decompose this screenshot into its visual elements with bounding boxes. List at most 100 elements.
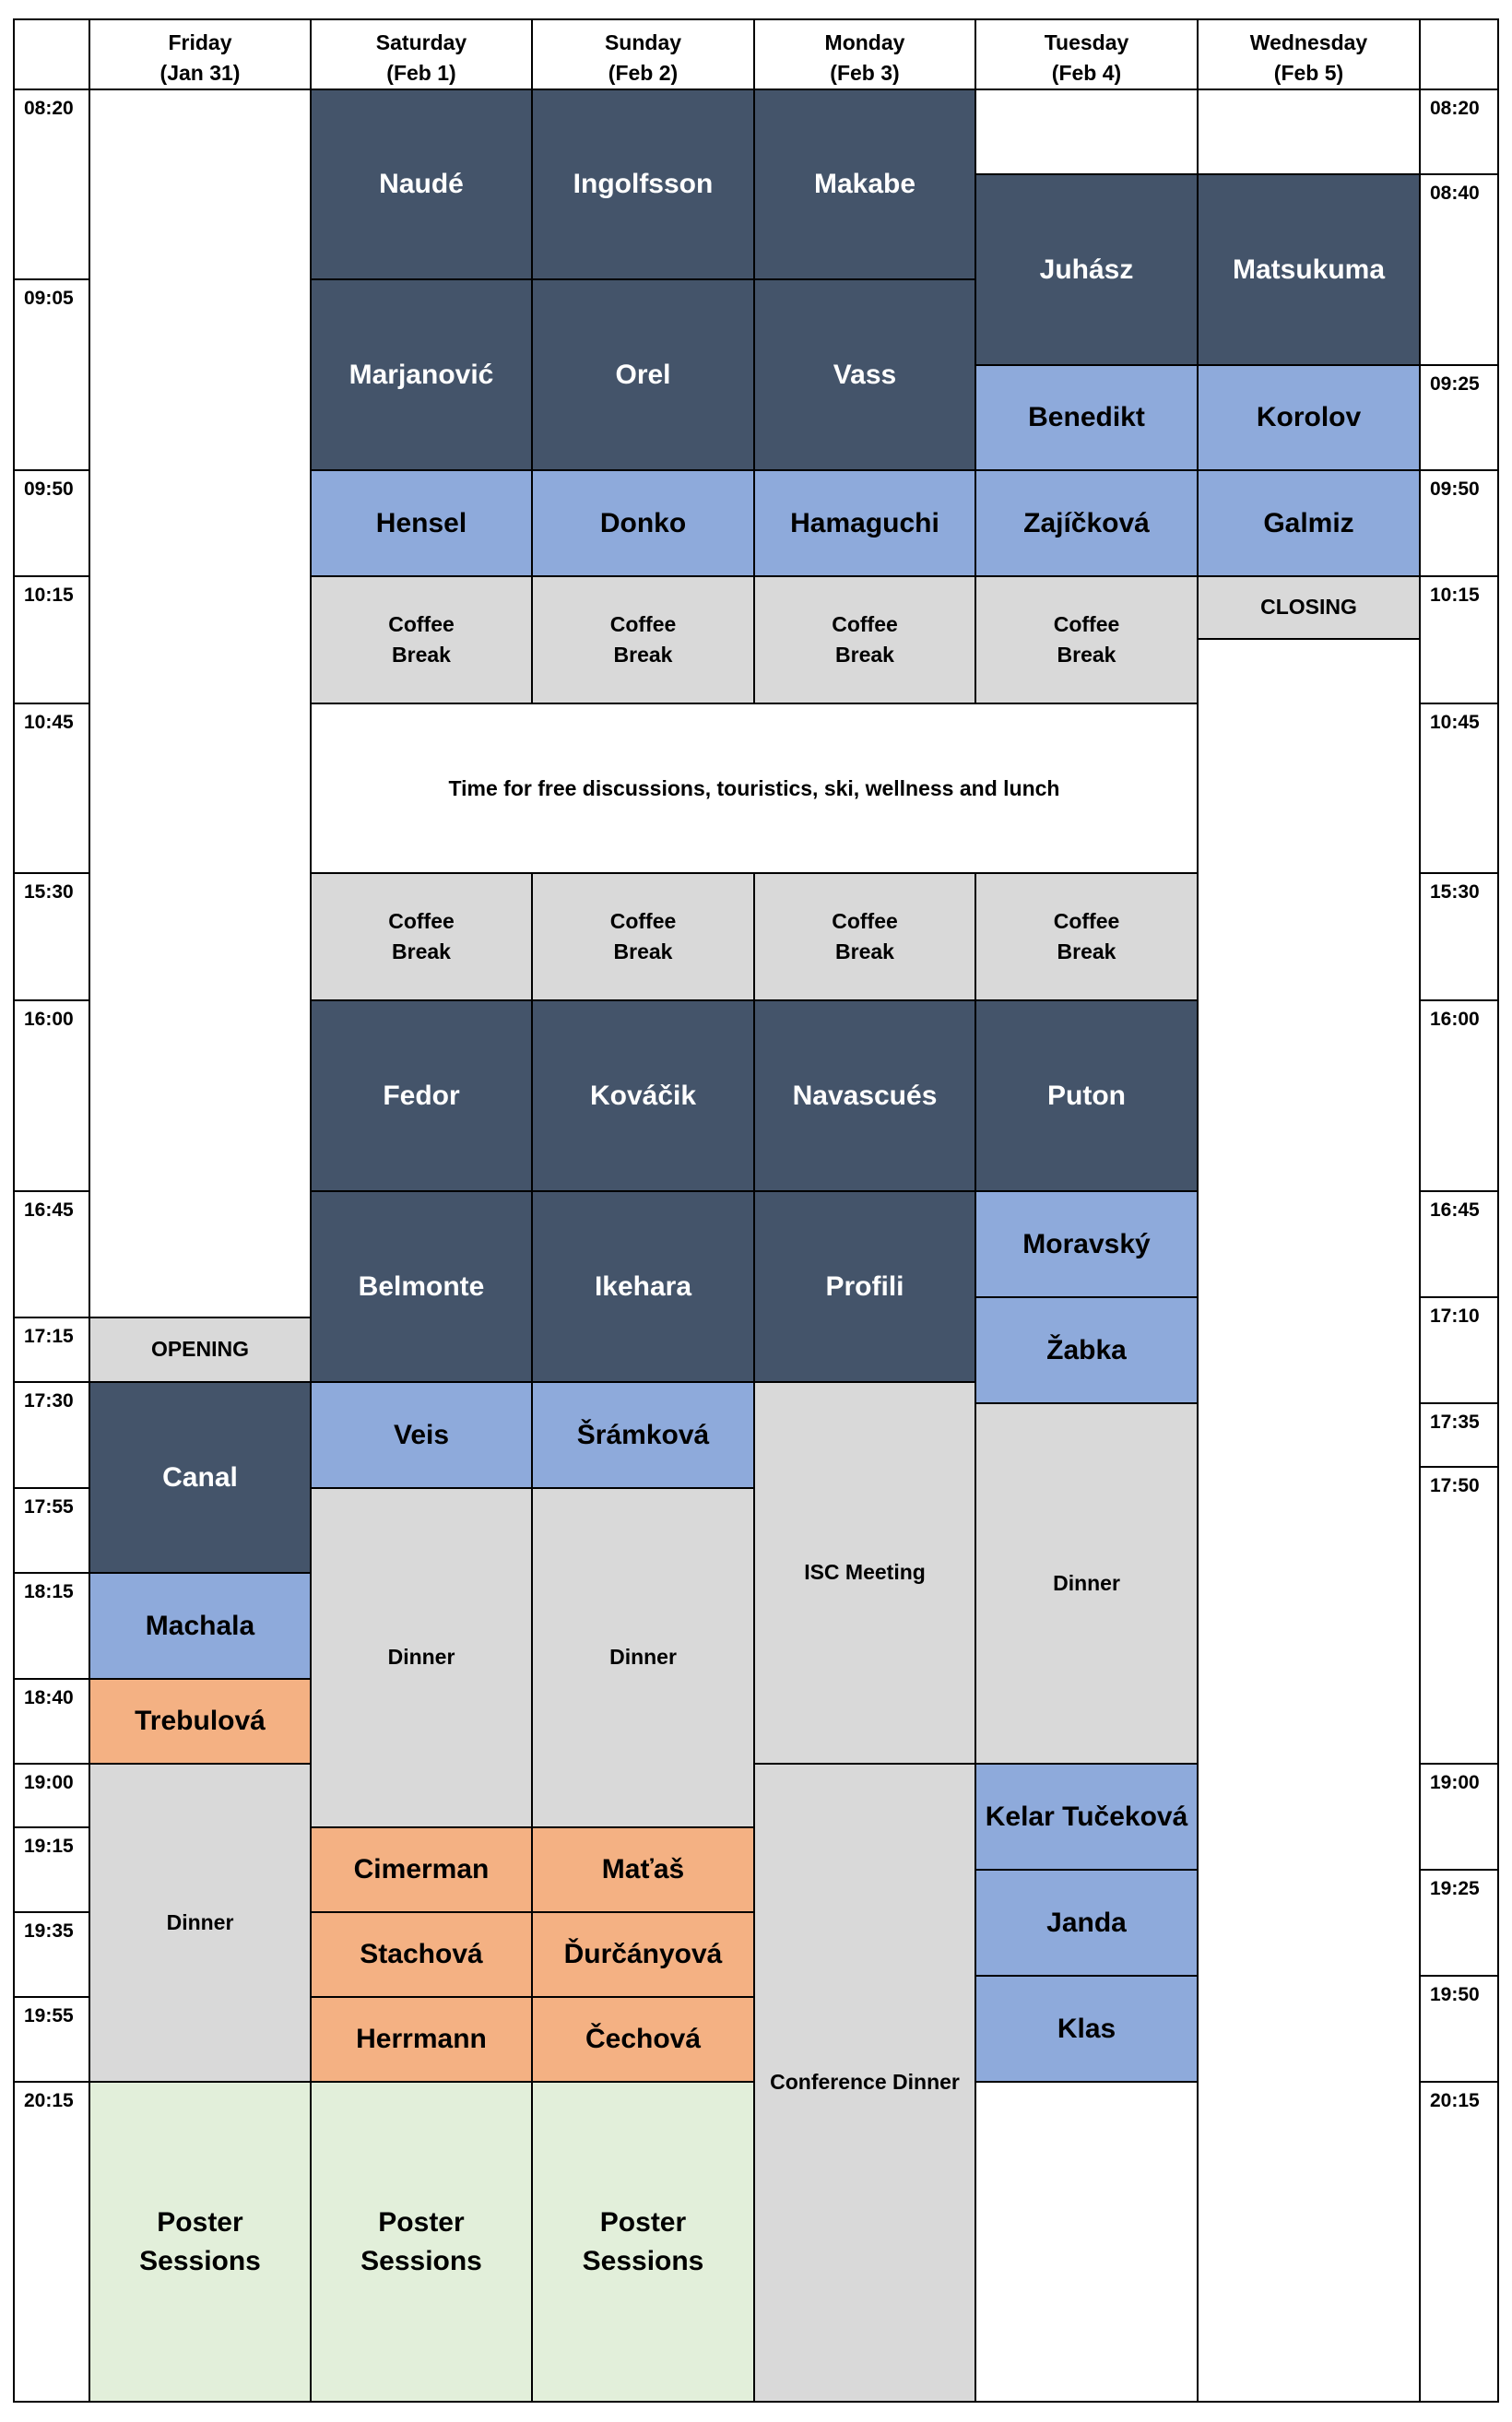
right-time-slot: 19:00 bbox=[1419, 1763, 1499, 1871]
left-time-slot: 17:30 bbox=[13, 1381, 90, 1489]
day-name: Tuesday bbox=[1044, 30, 1129, 54]
event-cechova: Čechová bbox=[531, 1996, 755, 2083]
event-puton: Puton bbox=[975, 999, 1199, 1192]
day-header-wednesday: Wednesday (Feb 5) bbox=[1197, 18, 1421, 90]
event-dinner: Dinner bbox=[975, 1402, 1199, 1765]
left-time-slot: 10:45 bbox=[13, 703, 90, 874]
right-time-slot: 10:15 bbox=[1419, 575, 1499, 704]
event-janda: Janda bbox=[975, 1869, 1199, 1977]
event-moravsky: Moravský bbox=[975, 1190, 1199, 1298]
event-poster-sessions: Poster Sessions bbox=[310, 2081, 533, 2403]
event-ikehara: Ikehara bbox=[531, 1190, 755, 1383]
event-zabka: Žabka bbox=[975, 1296, 1199, 1404]
event-vass: Vass bbox=[753, 278, 976, 471]
event-coffee-break: Coffee Break bbox=[975, 575, 1199, 704]
empty-slot-tuesday-evening bbox=[975, 2081, 1199, 2403]
event-hamaguchi: Hamaguchi bbox=[753, 469, 976, 577]
event-machala: Machala bbox=[89, 1572, 312, 1680]
left-time-slot: 19:55 bbox=[13, 1996, 90, 2083]
day-date: (Feb 3) bbox=[830, 61, 900, 86]
day-date: (Feb 2) bbox=[608, 61, 679, 86]
left-time-slot: 18:40 bbox=[13, 1678, 90, 1765]
left-time-slot: 09:50 bbox=[13, 469, 90, 577]
event-coffee-break: Coffee Break bbox=[310, 575, 533, 704]
event-matsukuma: Matsukuma bbox=[1197, 173, 1421, 366]
left-time-slot: 17:15 bbox=[13, 1317, 90, 1383]
event-sramkova: Šrámková bbox=[531, 1381, 755, 1489]
right-time-slot: 09:25 bbox=[1419, 364, 1499, 471]
left-time-slot: 16:45 bbox=[13, 1190, 90, 1318]
right-time-slot: 17:50 bbox=[1419, 1466, 1499, 1765]
event-klas: Klas bbox=[975, 1975, 1199, 2083]
right-time-slot: 16:45 bbox=[1419, 1190, 1499, 1298]
event-opening: OPENING bbox=[89, 1317, 312, 1383]
empty-slot-tuesday-early bbox=[975, 89, 1199, 175]
right-time-slot: 15:30 bbox=[1419, 872, 1499, 1001]
event-juhasz: Juhász bbox=[975, 173, 1199, 366]
day-header-friday: Friday (Jan 31) bbox=[89, 18, 312, 90]
day-date: (Feb 5) bbox=[1273, 61, 1344, 86]
event-belmonte: Belmonte bbox=[310, 1190, 533, 1383]
left-time-slot: 17:55 bbox=[13, 1487, 90, 1574]
event-donko: Donko bbox=[531, 469, 755, 577]
event-coffee-break: Coffee Break bbox=[310, 872, 533, 1001]
event-trebulova: Trebulová bbox=[89, 1678, 312, 1765]
day-header-sunday: Sunday (Feb 2) bbox=[531, 18, 755, 90]
left-time-slot: 10:15 bbox=[13, 575, 90, 704]
event-coffee-break: Coffee Break bbox=[531, 872, 755, 1001]
right-time-slot: 20:15 bbox=[1419, 2081, 1499, 2403]
day-name: Monday bbox=[824, 30, 905, 54]
left-time-slot: 18:15 bbox=[13, 1572, 90, 1680]
right-time-slot: 19:25 bbox=[1419, 1869, 1499, 1977]
event-naude: Naudé bbox=[310, 89, 533, 280]
day-header-monday: Monday (Feb 3) bbox=[753, 18, 976, 90]
event-marjanovic: Marjanović bbox=[310, 278, 533, 471]
event-coffee-break: Coffee Break bbox=[753, 872, 976, 1001]
right-time-slot: 09:50 bbox=[1419, 469, 1499, 577]
left-time-slot: 20:15 bbox=[13, 2081, 90, 2403]
event-orel: Orel bbox=[531, 278, 755, 471]
day-date: (Feb 1) bbox=[386, 61, 456, 86]
event-durcanyova: Ďurčányová bbox=[531, 1911, 755, 1998]
event-isc-meeting: ISC Meeting bbox=[753, 1381, 976, 1765]
left-time-slot: 19:15 bbox=[13, 1826, 90, 1913]
day-name: Wednesday bbox=[1249, 30, 1368, 54]
day-date: (Jan 31) bbox=[159, 61, 241, 86]
event-zajickova: Zajíčková bbox=[975, 469, 1199, 577]
day-date: (Feb 4) bbox=[1051, 61, 1122, 86]
event-fedor: Fedor bbox=[310, 999, 533, 1192]
event-poster-sessions: Poster Sessions bbox=[531, 2081, 755, 2403]
event-cimerman: Cimerman bbox=[310, 1826, 533, 1913]
right-time-slot: 08:40 bbox=[1419, 173, 1499, 366]
event-makabe: Makabe bbox=[753, 89, 976, 280]
right-time-slot: 08:20 bbox=[1419, 89, 1499, 175]
empty-slot-wednesday-early bbox=[1197, 89, 1421, 175]
event-ingolfsson: Ingolfsson bbox=[531, 89, 755, 280]
event-dinner: Dinner bbox=[89, 1763, 312, 2083]
event-kelar-tucekova: Kelar Tučeková bbox=[975, 1763, 1199, 1871]
header-corner-right bbox=[1419, 18, 1499, 90]
event-dinner: Dinner bbox=[310, 1487, 533, 1828]
event-canal: Canal bbox=[89, 1381, 312, 1574]
event-navascues: Navascués bbox=[753, 999, 976, 1192]
empty-slot-friday-morning bbox=[89, 89, 312, 1318]
day-name: Saturday bbox=[375, 30, 467, 54]
event-dinner: Dinner bbox=[531, 1487, 755, 1828]
right-time-slot: 17:35 bbox=[1419, 1402, 1499, 1468]
event-coffee-break: Coffee Break bbox=[531, 575, 755, 704]
day-name: Friday bbox=[168, 30, 232, 54]
header-corner-left bbox=[13, 18, 90, 90]
left-time-slot: 15:30 bbox=[13, 872, 90, 1001]
day-header-tuesday: Tuesday (Feb 4) bbox=[975, 18, 1199, 90]
day-name: Sunday bbox=[604, 30, 682, 54]
event-closing: CLOSING bbox=[1197, 575, 1421, 640]
right-time-slot: 17:10 bbox=[1419, 1296, 1499, 1404]
event-korolov: Korolov bbox=[1197, 364, 1421, 471]
left-time-slot: 19:00 bbox=[13, 1763, 90, 1828]
left-time-slot: 16:00 bbox=[13, 999, 90, 1192]
event-benedikt: Benedikt bbox=[975, 364, 1199, 471]
right-time-slot: 16:00 bbox=[1419, 999, 1499, 1192]
left-time-slot: 19:35 bbox=[13, 1911, 90, 1998]
event-herrmann: Herrmann bbox=[310, 1996, 533, 2083]
